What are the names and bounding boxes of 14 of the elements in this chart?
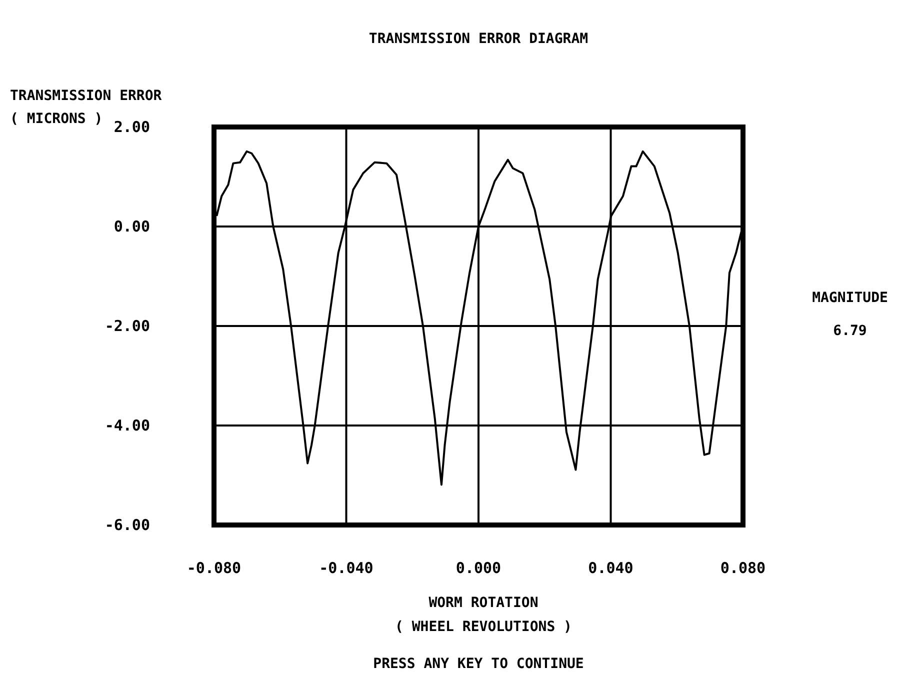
x-tick-label: -0.040 [319, 559, 374, 577]
x-tick-label: -0.080 [186, 559, 242, 577]
y-tick-label: 0.00 [114, 218, 150, 236]
text: PRESS ANY KEY TO CONTINUE [373, 656, 584, 672]
y-tick-label: -4.00 [104, 416, 150, 434]
y-tick-label: -6.00 [104, 516, 150, 534]
x-tick-label: 0.000 [456, 559, 502, 577]
chart-title: TRANSMISSION ERROR DIAGRAM [368, 31, 588, 47]
y-tick-label: -2.00 [104, 317, 150, 335]
x-axis-title: WORM ROTATION ( WHEEL REVOLUTIONS ) [394, 595, 572, 635]
x-tick-label: 0.080 [720, 559, 766, 577]
x-tick-label: 0.040 [588, 559, 634, 577]
text: MAGNITUDE 6.79 [812, 290, 888, 339]
y-tick-label: 2.00 [114, 118, 150, 136]
